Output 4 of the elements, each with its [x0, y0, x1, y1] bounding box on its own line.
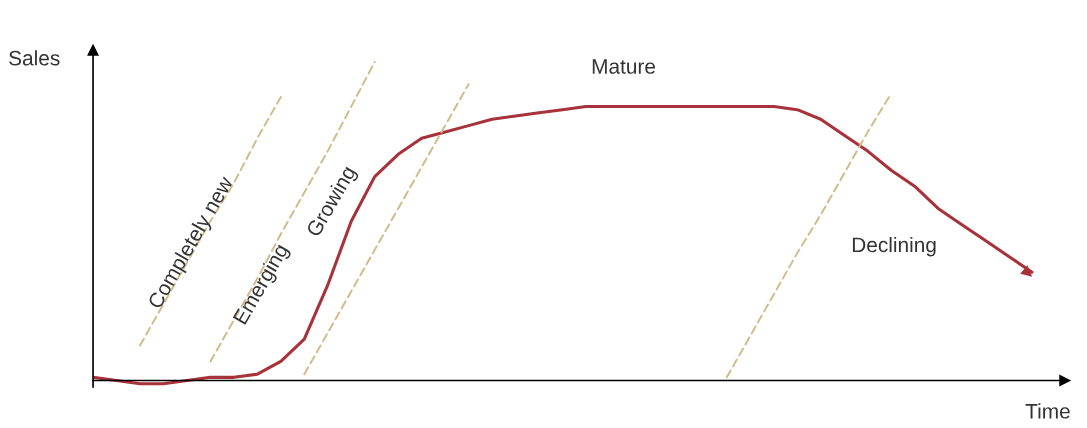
- y-axis-title: Sales: [9, 50, 60, 66]
- x-axis-title: Time: [1025, 403, 1070, 419]
- annotation: Declining: [852, 236, 936, 257]
- annotation: Mature: [592, 59, 656, 74]
